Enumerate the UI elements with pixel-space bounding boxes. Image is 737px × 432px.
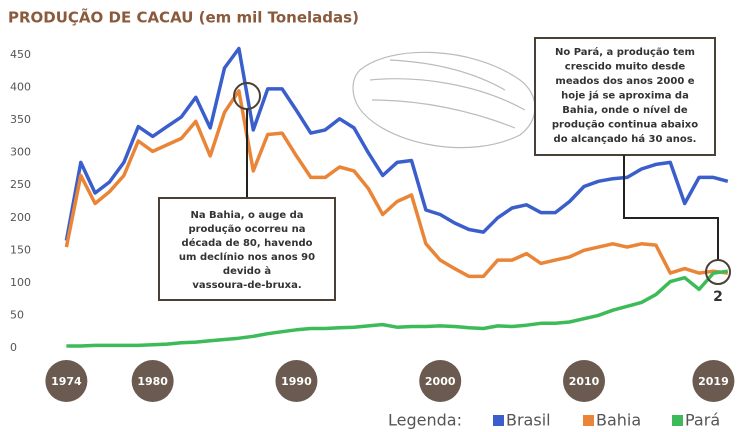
x-tick-label: 2000	[425, 375, 456, 388]
y-tick-label: 300	[10, 146, 31, 159]
legend-label: Pará	[685, 411, 720, 430]
annotation-text: No Pará, a produção tem	[555, 46, 695, 58]
annotation-text: um declínio nos anos 90	[179, 251, 315, 263]
cacao-illustration	[353, 52, 535, 147]
y-tick-label: 50	[10, 308, 24, 321]
legend-swatch	[493, 415, 504, 426]
y-tick-label: 250	[10, 178, 31, 191]
annotation-text: hoje já se aproxima da	[561, 90, 689, 102]
y-tick-label: 150	[10, 243, 31, 256]
x-tick-label: 1974	[51, 375, 82, 388]
y-tick-label: 400	[10, 81, 31, 94]
legend-title: Legenda:	[388, 411, 462, 430]
chart-title: PRODUÇÃO DE CACAU (em mil Toneladas)	[8, 8, 359, 27]
annotation-text: Bahia, onde o nível de	[562, 104, 688, 116]
x-tick-label: 2019	[698, 375, 729, 388]
y-tick-label: 350	[10, 113, 31, 126]
annotation-label: 2	[713, 289, 723, 305]
annotation-text: devido à	[223, 265, 271, 277]
x-tick-label: 2010	[569, 375, 600, 388]
annotation-text: produção continua abaixo	[552, 120, 698, 131]
legend-swatch	[583, 415, 594, 426]
x-tick-label: 1980	[137, 375, 168, 388]
legend-swatch	[672, 415, 683, 426]
annotation-text: Na Bahia, o auge da	[190, 210, 303, 221]
chart: PRODUÇÃO DE CACAU (em mil Toneladas) 0 50…	[0, 0, 737, 432]
annotation-text: década de 80, havendo	[182, 237, 313, 249]
legend-label: Bahia	[596, 411, 641, 430]
annotation-text: vassoura-de-bruxa.	[192, 280, 301, 291]
annotation-text: meados dos anos 2000 e	[555, 76, 694, 87]
y-tick-label: 100	[10, 276, 31, 289]
annotation-text: do alcançado há 30 anos.	[554, 133, 697, 145]
annotation-text: crescido muito desde	[565, 62, 686, 73]
y-tick-label: 450	[10, 48, 31, 61]
legend-label: Brasil	[506, 411, 551, 430]
y-tick-label: 0	[10, 341, 17, 354]
x-tick-label: 1990	[281, 375, 312, 388]
annotation-text: produção ocorreu na	[188, 224, 305, 235]
y-tick-label: 200	[10, 211, 31, 224]
